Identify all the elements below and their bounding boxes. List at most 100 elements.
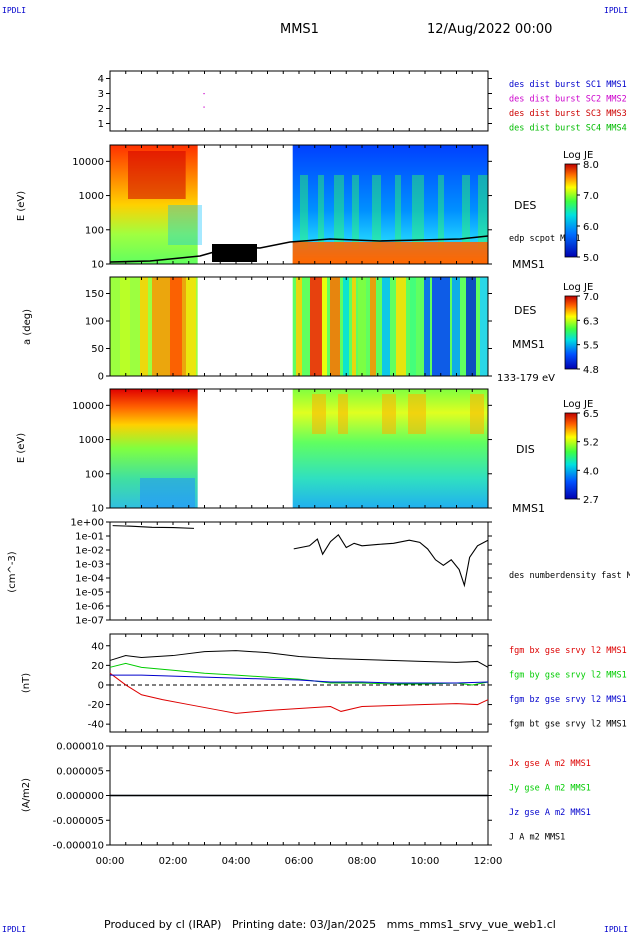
dis-low-energy-patch — [140, 478, 195, 508]
density-ytick-label: 1e-07 — [75, 616, 104, 627]
pa-stripe — [310, 277, 322, 376]
des-spec-burst — [352, 175, 359, 249]
current-ylabel: (A/m2) — [21, 778, 32, 812]
pa-stripe — [296, 277, 302, 376]
burst-legend-entry: des dist burst SC2 MMS2 — [509, 95, 627, 105]
pa-ytick-label: 0 — [98, 372, 104, 383]
burst-ytick-label: 4 — [98, 74, 104, 85]
des-spec-cool-patch — [168, 205, 202, 245]
panel-burst-frame — [109, 70, 489, 132]
pa-stripe — [452, 277, 460, 376]
burst-point — [203, 93, 205, 95]
density-ytick-label: 1e-05 — [75, 588, 104, 599]
pa-colorbar — [564, 295, 578, 370]
dis-burst — [408, 394, 426, 434]
des-spec-burst — [462, 175, 470, 249]
time-tick-label: 00:00 — [96, 856, 125, 867]
bfield-series-line — [109, 650, 489, 668]
corner-label-top-left: IPDLI — [2, 6, 27, 15]
density-series-label: des numberdensity fast M — [509, 571, 630, 581]
bfield-legend-entry: fgm bt gse srvy l2 MMS1 — [509, 720, 627, 730]
burst-legend-entry: des dist burst SC4 MMS4 — [509, 124, 627, 134]
des-energy-overlay-label: edp scpot MMS1 — [509, 234, 581, 244]
density-ytick-label: 1e-03 — [75, 560, 104, 571]
time-tick-label: 04:00 — [222, 856, 251, 867]
des-energy-ytick-label: 10000 — [72, 157, 104, 168]
des-spec-low-energy — [292, 242, 488, 264]
time-tick-label: 10:00 — [411, 856, 440, 867]
pa-stripe — [466, 277, 476, 376]
bfield-series-line — [109, 672, 489, 714]
density-ytick-label: 1e-04 — [75, 574, 104, 585]
des-spec-burst — [412, 175, 424, 249]
pa-colorbar-label: 7.0 — [583, 292, 599, 303]
corner-label-top-right: IPDLI — [604, 6, 629, 15]
dis-ytick-label: 10000 — [72, 401, 104, 412]
bfield-ytick-label: 0 — [98, 680, 104, 691]
time-tick-label: 12:00 — [474, 856, 503, 867]
bfield-ytick-label: -20 — [88, 700, 104, 711]
dis-burst — [338, 394, 348, 434]
time-tick-label: 02:00 — [159, 856, 188, 867]
des-spec-burst — [478, 175, 488, 249]
des-spec-burst — [438, 175, 444, 249]
pa-stripe — [370, 277, 376, 376]
pa-stripe — [170, 277, 182, 376]
dis-burst — [470, 394, 484, 434]
pa-ytick-label: 150 — [85, 289, 104, 300]
footer-filename: mms_mms1_srvy_vue_web1.cl — [386, 918, 556, 931]
burst-ytick-label: 2 — [98, 104, 104, 115]
pa-stripe — [322, 277, 327, 376]
des-energy-colorbar-title: Log JE — [563, 150, 593, 161]
dis-sc-label: MMS1 — [512, 502, 545, 515]
density-series-line — [293, 534, 489, 588]
pa-stripe — [120, 277, 130, 376]
pa-stripe — [358, 277, 366, 376]
dis-colorbar-label: 5.2 — [583, 438, 599, 449]
current-ytick-label: 0.000010 — [56, 742, 104, 753]
pa-stripe — [432, 277, 450, 376]
dis-colorbar-label: 2.7 — [583, 495, 599, 506]
des-spec-core — [128, 151, 186, 199]
density-ytick-label: 1e-01 — [75, 532, 104, 543]
bfield-legend-entry: fgm by gse srvy l2 MMS1 — [509, 671, 627, 681]
scpot-trace — [109, 235, 489, 263]
pa-stripe — [330, 277, 340, 376]
dis-burst — [312, 394, 326, 434]
pa-ytick-label: 50 — [91, 344, 104, 355]
dis-instrument: DIS — [516, 443, 535, 456]
panel-density-frame — [109, 521, 489, 621]
des-spec-burst — [318, 175, 324, 249]
pa-ytick-label: 100 — [85, 317, 104, 328]
dis-colorbar-label: 6.5 — [583, 409, 599, 420]
bfield-legend-entry: fgm bx gse srvy l2 MMS1 — [509, 646, 627, 656]
density-ylabel: (cm^-3) — [7, 551, 18, 592]
spacecraft-title: MMS1 — [280, 22, 319, 37]
pa-stripe — [410, 277, 416, 376]
burst-ytick-label: 3 — [98, 89, 104, 100]
dis-burst — [382, 394, 396, 434]
bfield-ytick-label: 40 — [91, 641, 104, 652]
des-spec-burst — [334, 175, 344, 249]
dis-ytick-label: 10 — [91, 504, 104, 515]
pa-colorbar-title: Log JE — [563, 282, 593, 293]
current-legend-entry: Jy gse A m2 MMS1 — [509, 784, 591, 794]
burst-point — [203, 106, 205, 108]
des-energy-colorbar-label: 7.0 — [583, 191, 599, 202]
scpot-filled-region — [212, 244, 257, 262]
footer-credit: Produced by cl (IRAP) — [104, 918, 222, 931]
dis-ytick-label: 1000 — [79, 435, 104, 446]
pa-colorbar-label: 6.3 — [583, 316, 599, 327]
des-energy-ytick-label: 1000 — [79, 191, 104, 202]
dis-ytick-label: 100 — [85, 469, 104, 480]
des-spec-burst — [372, 175, 381, 249]
corner-label-bottom-left: IPDLI — [2, 925, 27, 934]
current-legend-entry: J A m2 MMS1 — [509, 833, 565, 843]
pa-stripe — [352, 277, 356, 376]
pa-energy-band: 133-179 eV — [497, 373, 555, 384]
footer-printing-date: Printing date: 03/Jan/2025 — [231, 918, 377, 931]
corner-label-bottom-right: IPDLI — [604, 925, 629, 934]
des-energy-instrument: DES — [514, 199, 536, 212]
density-ytick-label: 1e+00 — [70, 518, 104, 529]
pa-instrument: DES — [514, 304, 536, 317]
